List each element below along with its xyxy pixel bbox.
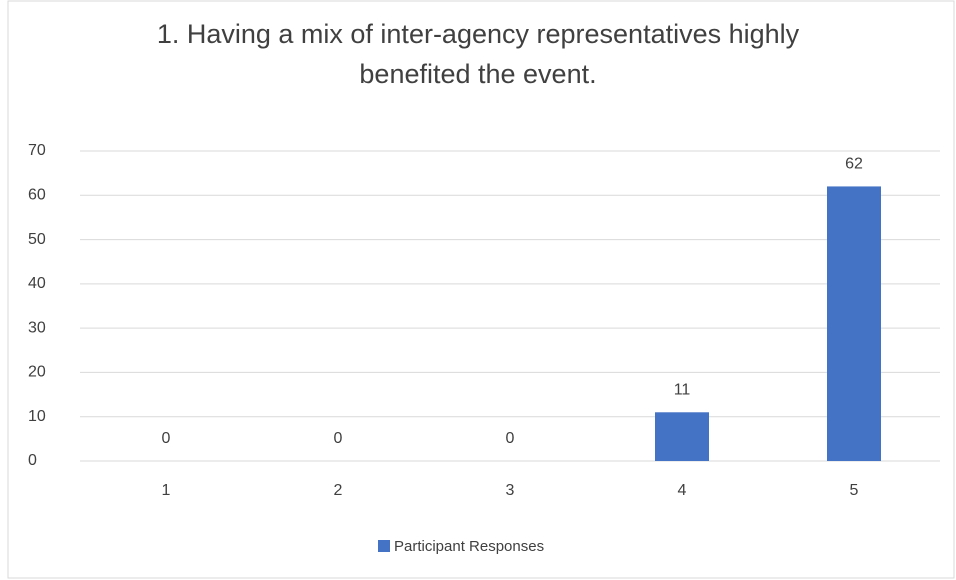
y-tick-label: 20: [28, 364, 46, 381]
y-tick-label: 10: [28, 408, 46, 425]
x-tick-label: 4: [678, 482, 687, 499]
y-tick-label: 30: [28, 319, 46, 336]
data-label: 0: [334, 430, 343, 447]
data-label: 11: [674, 382, 691, 399]
legend-label: Participant Responses: [394, 538, 544, 555]
data-label: 62: [845, 156, 863, 173]
x-tick-label: 5: [850, 482, 859, 499]
x-tick-label: 3: [506, 482, 515, 499]
y-tick-label: 70: [28, 142, 46, 159]
x-tick-label: 1: [162, 482, 171, 499]
legend-swatch: [378, 540, 390, 552]
y-tick-label: 0: [28, 452, 37, 469]
bar: [655, 412, 709, 461]
bar: [827, 186, 881, 461]
y-tick-label: 50: [28, 231, 46, 248]
y-tick-label: 60: [28, 187, 46, 204]
y-tick-label: 40: [28, 275, 46, 292]
data-label: 0: [506, 430, 515, 447]
data-label: 0: [162, 430, 171, 447]
chart-title: 1. Having a mix of inter-agency represen…: [156, 19, 800, 89]
x-tick-label: 2: [334, 482, 343, 499]
chart-border: [7, 0, 955, 579]
